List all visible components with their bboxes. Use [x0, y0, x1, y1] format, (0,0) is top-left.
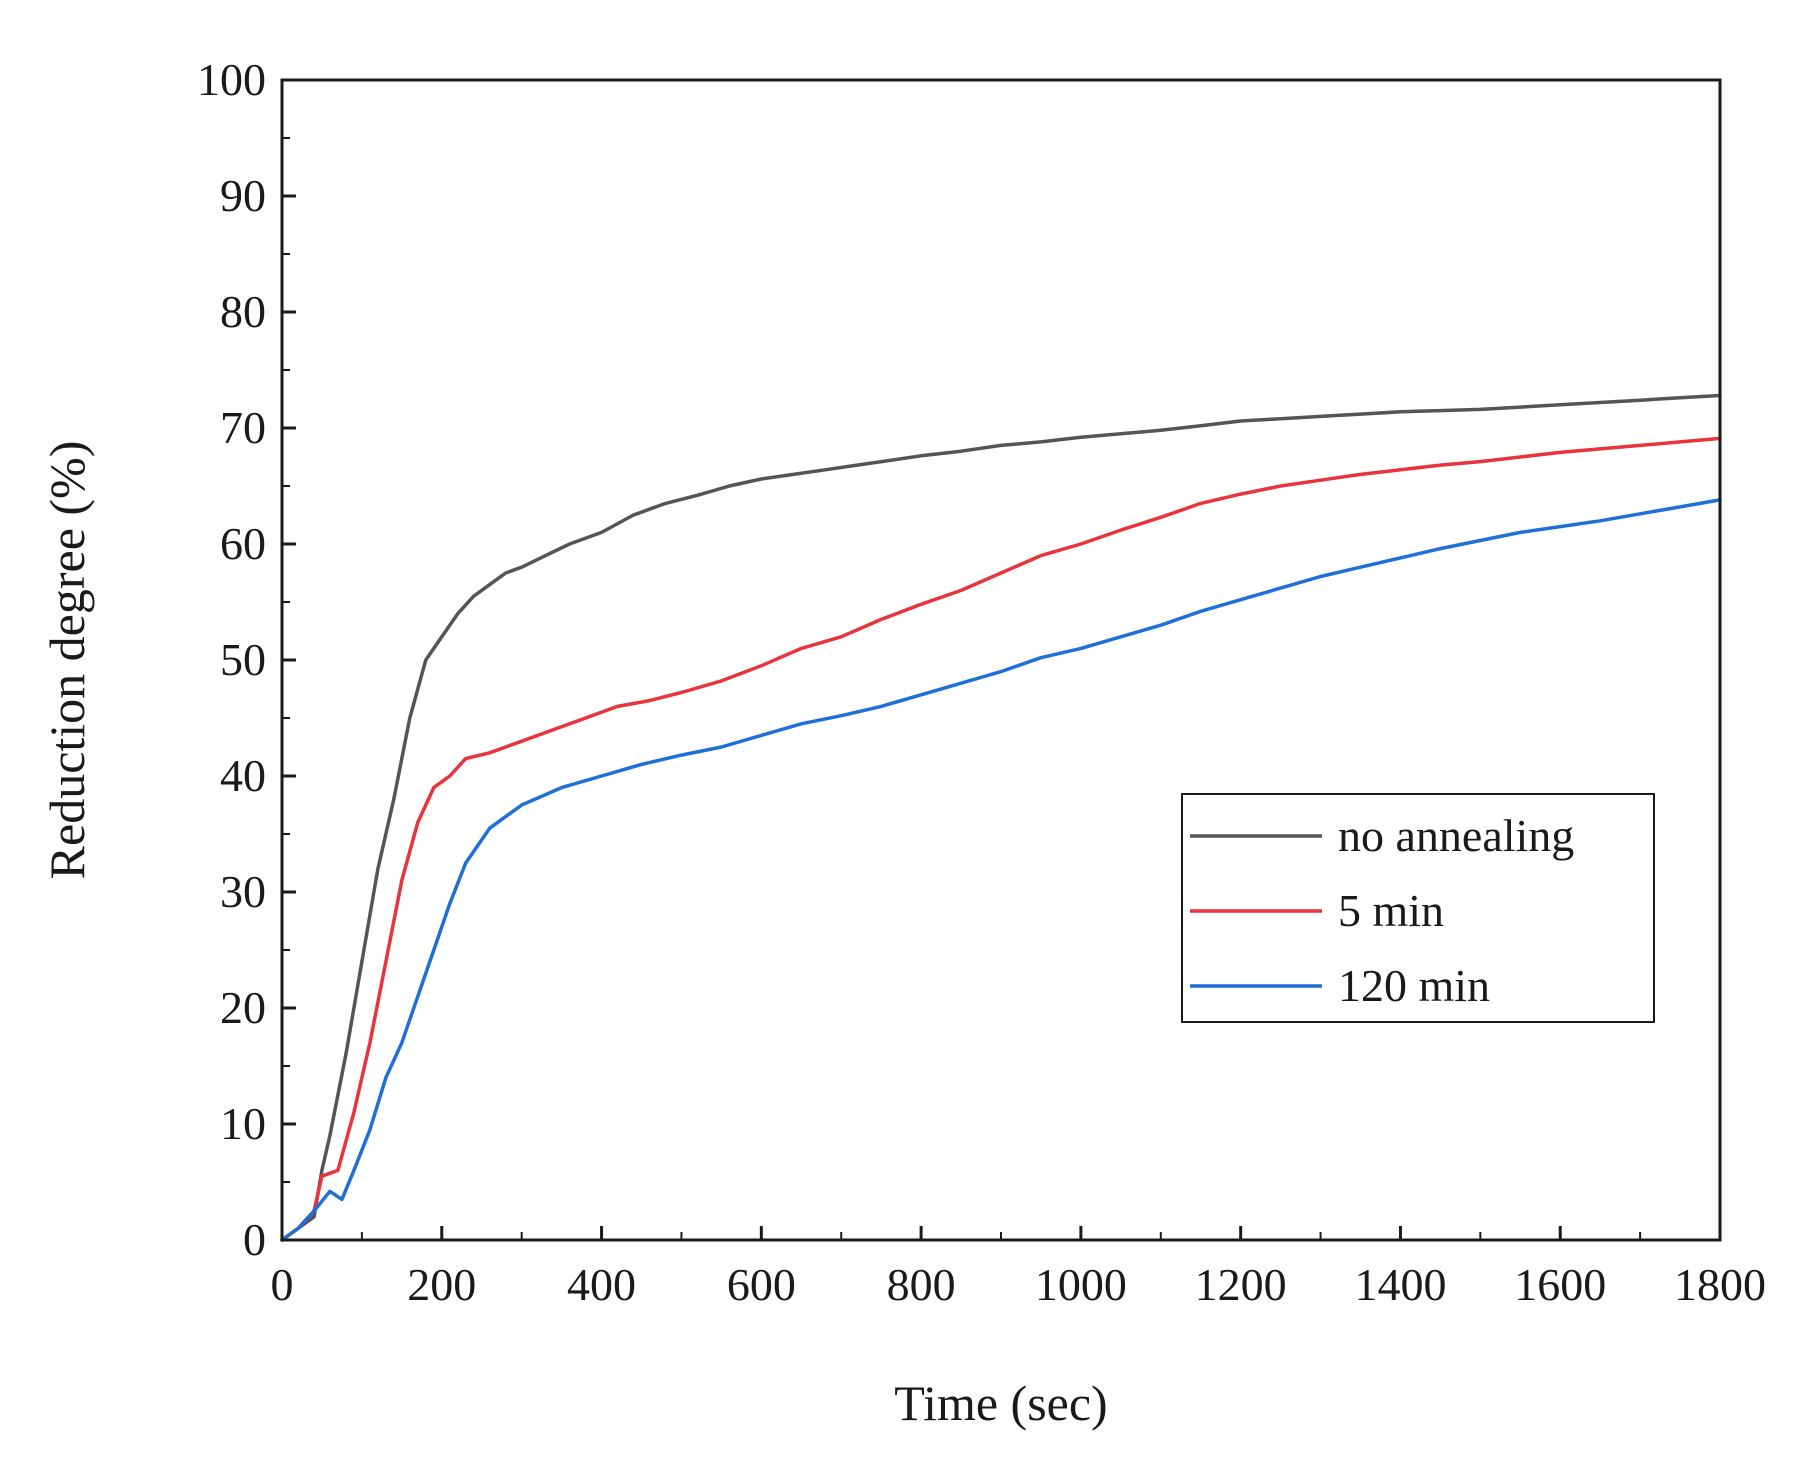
x-tick-label: 1400 — [1354, 1259, 1446, 1310]
y-axis-title: Reduction degree (%) — [39, 441, 95, 880]
x-tick-label: 1000 — [1035, 1259, 1127, 1310]
x-tick-label: 800 — [887, 1259, 956, 1310]
y-tick-label: 40 — [220, 750, 266, 801]
series-layer — [280, 393, 1722, 1242]
legend-label: 120 min — [1338, 960, 1490, 1011]
x-axis-title: Time (sec) — [894, 1375, 1107, 1431]
x-tick-label: 0 — [271, 1259, 294, 1310]
series-line-5-min — [280, 436, 1722, 1242]
y-axis-ticks: 0 10 20 30 40 50 60 70 80 90 100 — [197, 54, 296, 1265]
legend: no annealing 5 min 120 min — [1181, 793, 1655, 1023]
y-tick-label: 80 — [220, 286, 266, 337]
series-line-no-annealing — [280, 393, 1722, 1242]
x-axis-ticks: 0 200 400 600 800 1000 1200 1400 1600 1800 — [271, 1226, 1766, 1310]
plot-frame — [280, 78, 1722, 1242]
x-tick-label: 1200 — [1195, 1259, 1287, 1310]
legend-label: 5 min — [1338, 885, 1444, 936]
legend-box — [1181, 793, 1655, 1023]
x-tick-label: 200 — [407, 1259, 476, 1310]
x-tick-label: 1600 — [1514, 1259, 1606, 1310]
legend-label: no annealing — [1338, 810, 1574, 861]
x-tick-label: 1800 — [1674, 1259, 1766, 1310]
y-tick-label: 30 — [220, 866, 266, 917]
y-tick-label: 60 — [220, 518, 266, 569]
y-tick-label: 0 — [243, 1214, 266, 1265]
y-tick-label: 20 — [220, 982, 266, 1033]
y-tick-label: 100 — [197, 54, 266, 105]
y-tick-label: 10 — [220, 1098, 266, 1149]
y-tick-label: 70 — [220, 402, 266, 453]
series-line-120-min — [280, 498, 1722, 1242]
x-tick-label: 400 — [567, 1259, 636, 1310]
y-tick-label: 90 — [220, 170, 266, 221]
x-tick-label: 600 — [727, 1259, 796, 1310]
y-tick-label: 50 — [220, 634, 266, 685]
